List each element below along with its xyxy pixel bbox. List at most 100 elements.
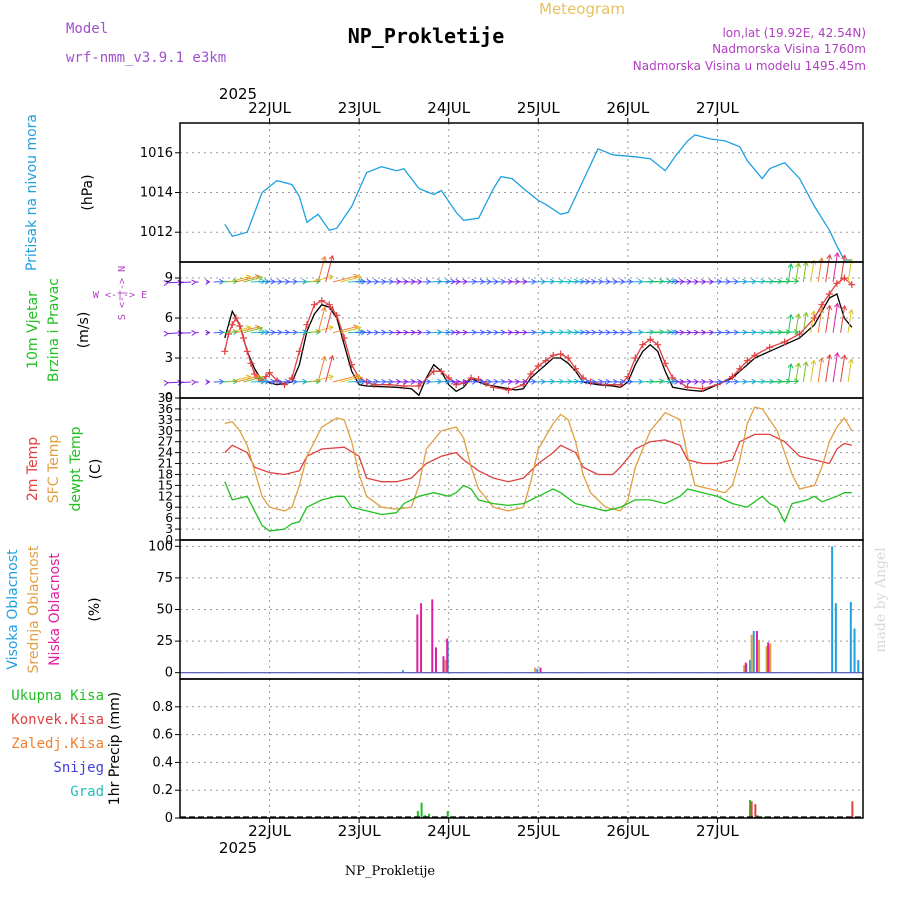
wind-arrow-0-38 [325, 254, 335, 283]
pressure-ytick-label-1014: 1014 [140, 186, 173, 201]
clouds-bar-niska-oblacnost-6 [446, 638, 449, 673]
frame-layer [179, 122, 864, 819]
wind-arrow-2-160 [780, 378, 800, 385]
clouds-bar-niska-oblacnost-10 [767, 642, 770, 673]
gust-marker-46 [564, 354, 572, 362]
day-label-top-26jul: 26JUL [606, 99, 649, 117]
gust-marker-6 [243, 347, 251, 355]
gust-marker-4 [236, 322, 244, 330]
day-label-bottom-22jul: 22JUL [248, 822, 291, 840]
wind-arrow-0-116 [616, 278, 626, 285]
wind-arrow-0-74 [459, 278, 468, 285]
wind-compass-vertical: S <-|-> N [117, 266, 128, 320]
temperature-ytick-label-39: 39 [158, 391, 173, 405]
wind-arrow-1-168 [810, 310, 817, 333]
day-label-top-22jul: 22JUL [248, 99, 291, 117]
temperature-ytick-label-15: 15 [158, 478, 173, 492]
precip-ytick-label-0: 0 [165, 811, 173, 826]
wind-arrow-1-2 [177, 330, 192, 337]
wind-arrow-0-62 [415, 278, 423, 285]
wind-arrow-1-112 [601, 329, 611, 336]
wind-arrow-0-82 [489, 278, 499, 285]
wind-arrow-1-26 [280, 329, 291, 336]
gust-marker-23 [348, 361, 356, 369]
temperature-ytick-label-24: 24 [158, 446, 173, 460]
side-label-brzina-i-pravac: Brzina i Pravac [46, 278, 62, 382]
legend-ukupna-kisa: Ukupna Kisa [11, 688, 104, 704]
wind-arrow-0-28 [288, 278, 298, 285]
clouds-unit-label: (%) [87, 597, 103, 621]
wind-arrow-1-136 [691, 329, 700, 336]
wind-arrow-1-64 [422, 329, 432, 336]
wind-arrow-2-172 [825, 353, 833, 383]
clouds-bar-niska-oblacnost-3 [431, 599, 434, 673]
wind-arrow-0-112 [601, 278, 611, 285]
wind-arrow-1-84 [497, 329, 506, 336]
wind-arrow-0-54 [385, 278, 394, 285]
precip-ytick-label-0_4: 0.4 [152, 755, 173, 770]
wind-arrow-1-36 [317, 306, 327, 333]
clouds-bar-visoka-oblacnost-8 [834, 603, 837, 673]
year-top-label: 2025 [219, 85, 257, 103]
pressure-ytick-label-1012: 1012 [140, 225, 173, 240]
gust-marker-63 [736, 365, 744, 373]
gust-marker-1 [225, 330, 233, 338]
wind-arrow-1-54 [385, 329, 394, 336]
wind-arrow-2-36 [317, 355, 327, 383]
wind-arrow-2-84 [497, 378, 506, 385]
precip-bar-konvek-kisa-1 [754, 804, 757, 818]
temperature-ytick-label-6: 6 [165, 511, 173, 525]
year-bottom-label: 2025 [219, 839, 257, 857]
wind-arrow-0-84 [497, 278, 506, 285]
gust-marker-50 [601, 381, 609, 389]
gust-marker-53 [631, 354, 639, 362]
clouds-bar-srednja-oblacnost-5 [765, 646, 768, 673]
gust-marker-8 [251, 370, 259, 378]
gust-marker-42 [534, 362, 542, 370]
gust-marker-12 [266, 369, 274, 377]
wind-arrow-0-56 [392, 278, 402, 285]
precip-bar-ukupna-kisa-3 [428, 813, 431, 818]
clouds-bar-niska-oblacnost-7 [539, 667, 542, 673]
wind-arrow-1-28 [288, 329, 298, 336]
wind-arrow-0-36 [317, 255, 327, 283]
gust-marker-16 [295, 347, 303, 355]
credit-label: made by Angel [873, 547, 889, 653]
gust-marker-0 [221, 347, 229, 355]
gust-marker-20 [325, 301, 333, 309]
wind-compass-horizontal: W <-|-> E [93, 290, 147, 301]
gust-marker-41 [527, 370, 535, 378]
wind-arrow-0-160 [780, 278, 800, 285]
wind-arrow-0-42 [340, 274, 362, 283]
wind-arrow-1-4 [191, 330, 199, 336]
gust-marker-60 [699, 385, 707, 393]
clouds-bar-visoka-oblacnost-10 [853, 628, 856, 673]
temperature-ytick-label-9: 9 [165, 500, 173, 514]
wind-arrow-0-136 [691, 278, 700, 285]
temperature-line-dewpt-temp [224, 481, 852, 532]
clouds-bar-niska-oblacnost-8 [744, 662, 747, 673]
day-label-top-25jul: 25JUL [517, 99, 560, 117]
gust-marker-64 [743, 357, 751, 365]
axis-layer: 22JUL 22JUL 23JUL 23JUL 24JUL 24JUL 25JUL 25JUL… [5, 99, 740, 840]
wind-arrow-1-16 [243, 325, 264, 334]
wind-arrow-1-176 [840, 304, 847, 333]
wind-arrow-0-34 [310, 274, 334, 283]
lonlat-label: lon,lat (19.92E, 42.54N) [722, 26, 866, 40]
wind-arrow-0-176 [840, 254, 847, 283]
clouds-bar-srednja-oblacnost-6 [769, 643, 772, 673]
gust-marker-55 [646, 335, 654, 343]
gust-marker-52 [624, 373, 632, 381]
wind-arrow-2-166 [802, 361, 809, 383]
clouds-bar-visoka-oblacnost-9 [849, 601, 852, 673]
gust-marker-47 [572, 365, 580, 373]
day-label-top-24jul: 24JUL [427, 99, 470, 117]
wind-arrow-2-82 [489, 378, 499, 385]
wind-arrow-0-168 [810, 259, 817, 283]
day-label-bottom-25jul: 25JUL [517, 822, 560, 840]
gust-marker-68 [796, 330, 804, 338]
wind-arrow-1-172 [825, 304, 833, 333]
wind-arrow-0-58 [400, 278, 409, 285]
wind-arrow-2-4 [191, 379, 199, 386]
wind-arrow-1-52 [377, 329, 387, 336]
